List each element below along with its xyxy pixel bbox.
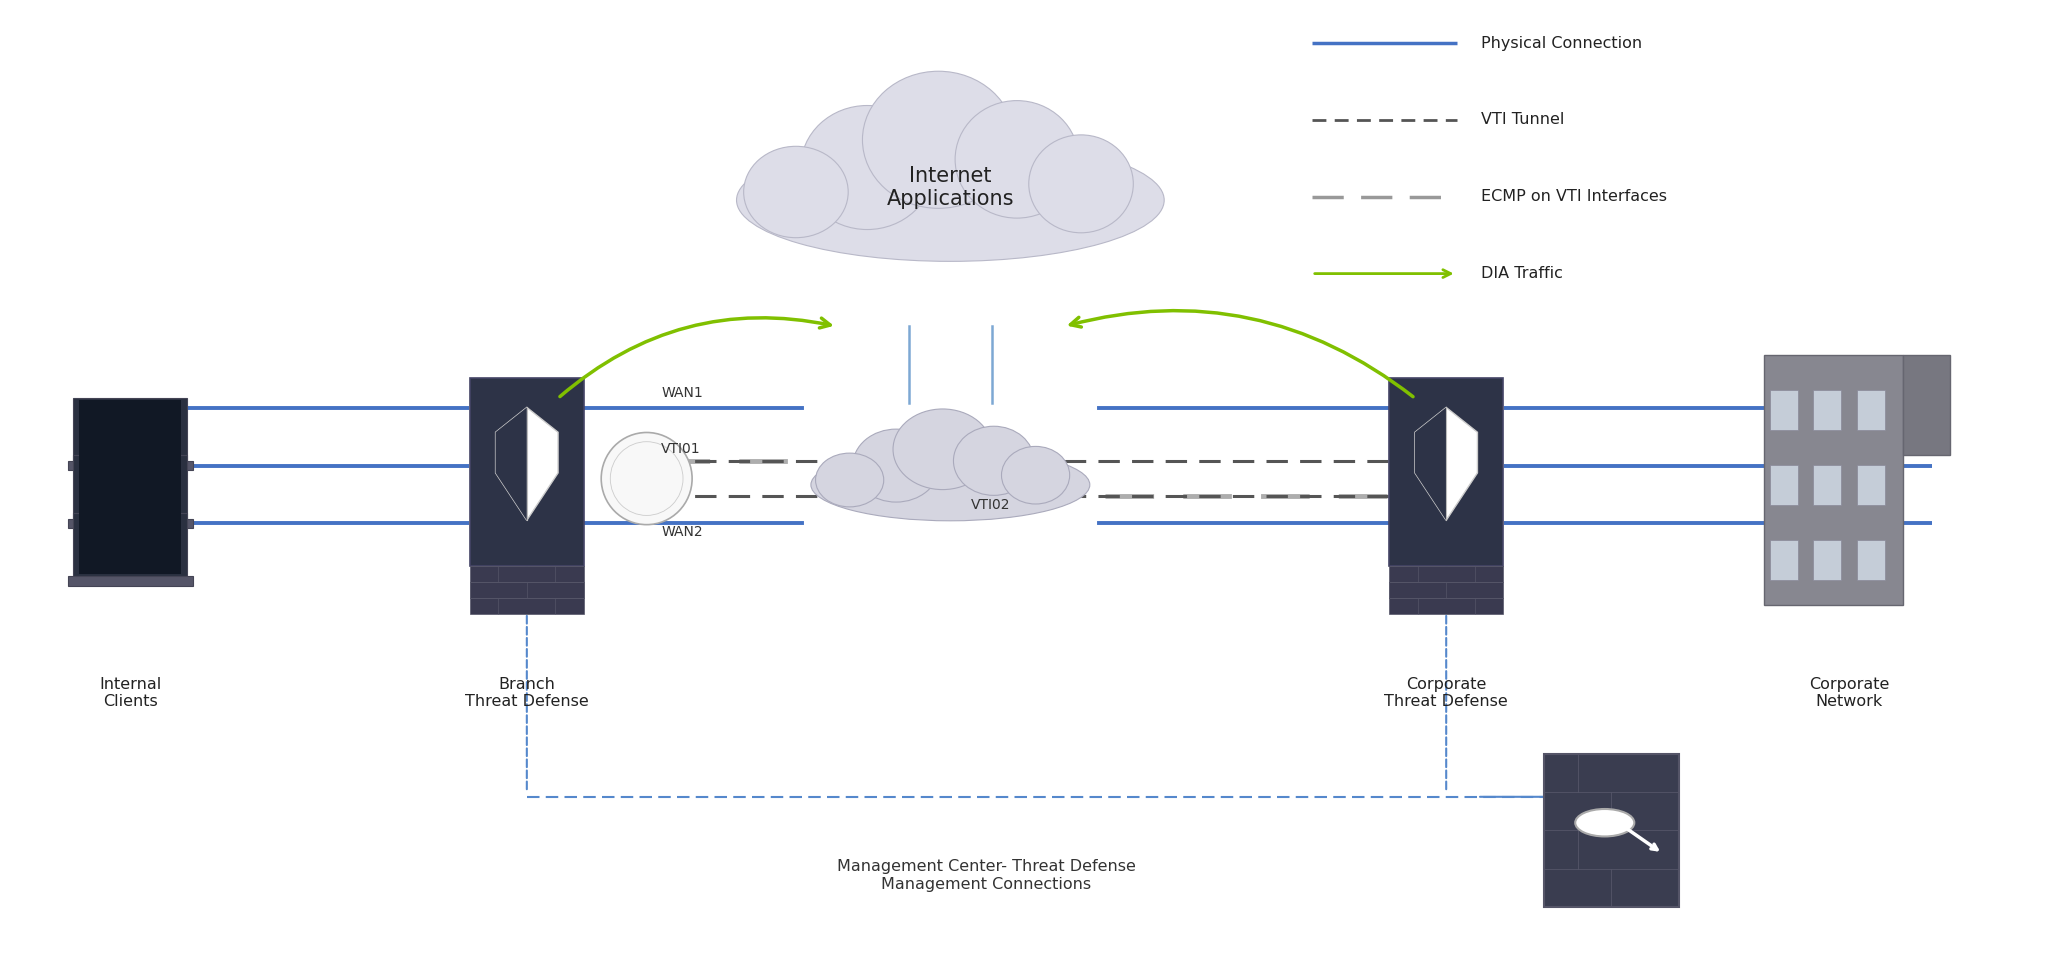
Polygon shape [1814, 390, 1841, 430]
Polygon shape [496, 407, 527, 520]
Polygon shape [471, 598, 585, 614]
Ellipse shape [862, 71, 1014, 208]
Text: ECMP on VTI Interfaces: ECMP on VTI Interfaces [1481, 189, 1667, 204]
Polygon shape [68, 461, 192, 470]
Text: Corporate
Network: Corporate Network [1810, 677, 1888, 709]
Circle shape [1574, 809, 1634, 836]
Text: VTI Tunnel: VTI Tunnel [1481, 112, 1564, 128]
Polygon shape [1388, 378, 1502, 566]
Text: Management Center- Threat Defense
Management Connections: Management Center- Threat Defense Manage… [837, 859, 1136, 892]
Polygon shape [1857, 540, 1884, 580]
Text: WAN1: WAN1 [661, 386, 702, 400]
Polygon shape [74, 513, 186, 576]
Text: VTI02: VTI02 [971, 498, 1010, 513]
Ellipse shape [744, 146, 849, 238]
Polygon shape [1903, 355, 1950, 455]
Polygon shape [1388, 566, 1502, 582]
Polygon shape [79, 458, 182, 516]
Polygon shape [1545, 754, 1678, 907]
Polygon shape [79, 400, 182, 459]
Text: Corporate
Threat Defense: Corporate Threat Defense [1384, 677, 1508, 709]
Ellipse shape [1002, 446, 1070, 504]
Ellipse shape [810, 448, 1091, 520]
Polygon shape [471, 566, 585, 582]
Ellipse shape [853, 429, 940, 502]
Polygon shape [1857, 390, 1884, 430]
Polygon shape [1388, 582, 1502, 598]
Ellipse shape [1029, 134, 1134, 233]
Polygon shape [1857, 465, 1884, 505]
Polygon shape [1814, 465, 1841, 505]
Ellipse shape [954, 101, 1078, 218]
Polygon shape [68, 576, 192, 586]
Polygon shape [1771, 540, 1797, 580]
Polygon shape [74, 397, 186, 461]
Polygon shape [1388, 598, 1502, 614]
Polygon shape [1415, 407, 1446, 520]
Text: WAN2: WAN2 [661, 525, 702, 540]
Polygon shape [74, 455, 186, 518]
Polygon shape [1764, 355, 1903, 605]
Polygon shape [496, 407, 558, 520]
Polygon shape [68, 518, 192, 528]
Polygon shape [471, 378, 585, 566]
Text: VTI01: VTI01 [661, 442, 700, 456]
Polygon shape [471, 582, 585, 598]
Ellipse shape [601, 432, 692, 524]
Ellipse shape [816, 453, 884, 507]
Polygon shape [1771, 390, 1797, 430]
Ellipse shape [954, 426, 1035, 495]
Text: Physical Connection: Physical Connection [1481, 36, 1642, 51]
Ellipse shape [893, 409, 992, 490]
Text: Internal
Clients: Internal Clients [99, 677, 161, 709]
Polygon shape [1415, 407, 1477, 520]
Polygon shape [1771, 465, 1797, 505]
Ellipse shape [735, 139, 1165, 261]
Text: DIA Traffic: DIA Traffic [1481, 266, 1564, 281]
Polygon shape [79, 516, 182, 574]
Text: Branch
Threat Defense: Branch Threat Defense [465, 677, 589, 709]
Polygon shape [1814, 540, 1841, 580]
Text: Internet
Applications: Internet Applications [886, 165, 1014, 208]
Ellipse shape [802, 106, 934, 229]
